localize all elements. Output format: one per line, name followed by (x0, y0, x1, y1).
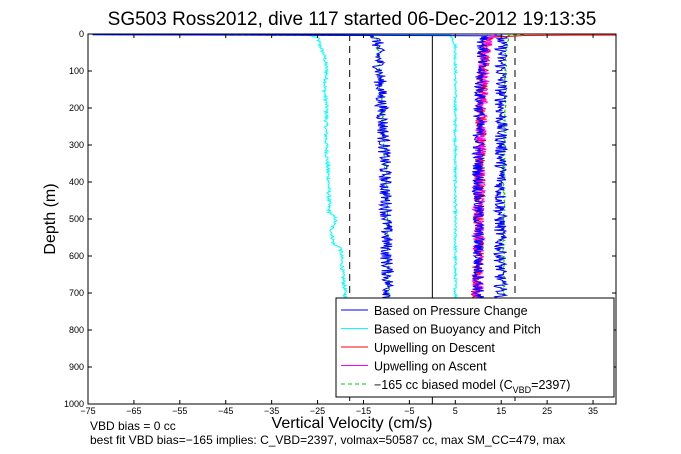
series-6-line (470, 34, 616, 301)
y-tick-label: 500 (69, 214, 84, 224)
x-tick-label: −55 (172, 406, 187, 416)
x-tick-label: 25 (542, 406, 552, 416)
legend-label: Upwelling on Descent (374, 341, 495, 355)
x-tick-label: −35 (264, 406, 279, 416)
y-tick-label: 400 (69, 177, 84, 187)
x-tick-label: −65 (126, 406, 141, 416)
x-axis-label: Vertical Velocity (cm/s) (272, 415, 433, 432)
series-2-line (110, 34, 391, 301)
legend: Based on Pressure Change Based on Buoyanc… (335, 297, 615, 398)
legend-label: Based on Pressure Change (374, 304, 528, 318)
legend-label: Upwelling on Ascent (374, 360, 487, 374)
footnote-best-fit: best fit VBD bias=−165 implies: C_VBD=23… (90, 433, 565, 447)
y-tick-label: 700 (69, 288, 84, 298)
legend-label: −165 cc biased model (CVBD=2397) (374, 378, 570, 395)
series-1-line (156, 34, 459, 301)
x-tick-label: −15 (356, 406, 371, 416)
y-tick-label: 1000 (64, 399, 84, 409)
y-tick-label: 100 (69, 66, 84, 76)
y-tick-label: 900 (69, 362, 84, 372)
x-tick-label: 35 (588, 406, 598, 416)
y-tick-label: 800 (69, 325, 84, 335)
x-tick-label: −45 (218, 406, 233, 416)
x-tick-label: 5 (453, 406, 458, 416)
x-tick-label: −25 (310, 406, 325, 416)
series-4-line (92, 34, 395, 301)
x-tick-label: 15 (496, 406, 506, 416)
y-axis-label: Depth (m) (42, 183, 59, 254)
series-5-line (248, 34, 510, 301)
series-0-line (92, 34, 348, 301)
y-axis: 0 100 200 300 400 500 600 700 800 900 1000 (64, 29, 616, 409)
plot-area (92, 34, 616, 404)
footnote-vbd-bias: VBD bias = 0 cc (90, 419, 176, 433)
y-tick-label: 200 (69, 103, 84, 113)
x-tick-label: −5 (404, 406, 414, 416)
y-tick-label: 600 (69, 251, 84, 261)
x-tick-label: −75 (80, 406, 95, 416)
y-tick-label: 0 (79, 29, 84, 39)
x-axis: −75 −65 −55 −45 −35 −25 −15 −5 5 15 25 35 (80, 34, 598, 416)
legend-box (335, 297, 615, 398)
legend-label: Based on Buoyancy and Pitch (374, 323, 541, 337)
series-3-line (501, 34, 525, 301)
series-8-line (470, 34, 489, 301)
y-tick-label: 300 (69, 140, 84, 150)
series-layer (92, 34, 616, 301)
chart-title: SG503 Ross2012, dive 117 started 06-Dec-… (108, 9, 597, 30)
